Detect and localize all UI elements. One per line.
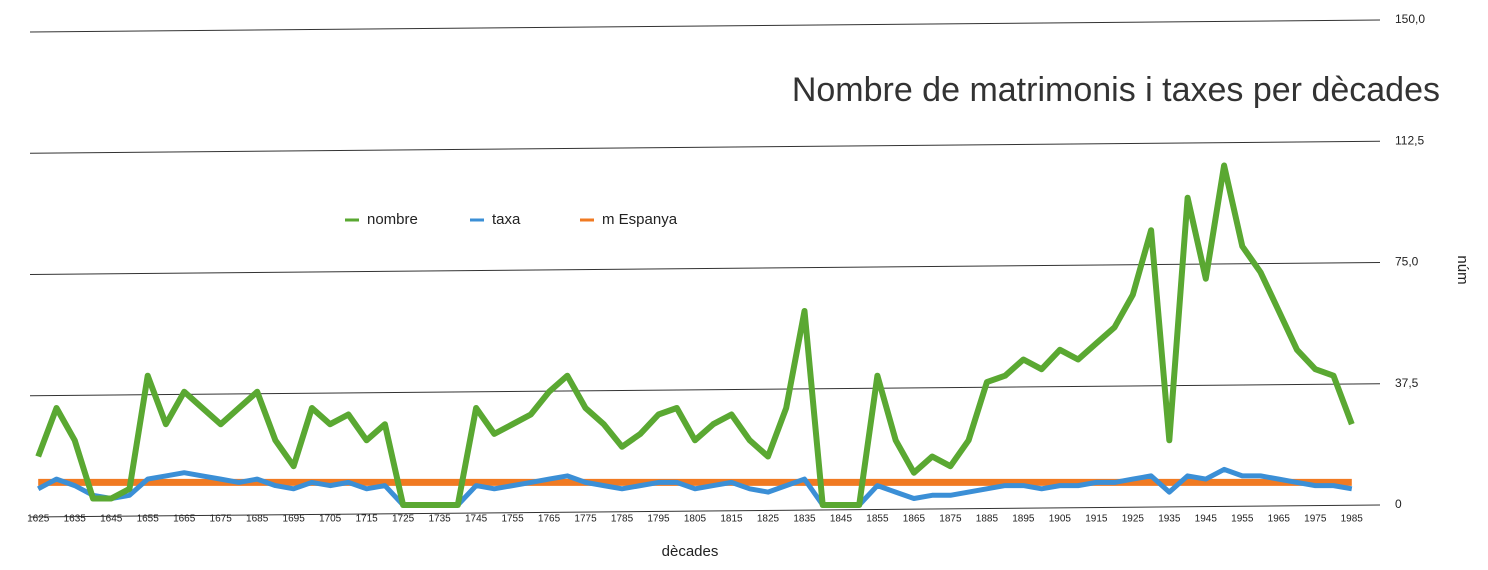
x-tick-label: 1865 (903, 514, 926, 525)
grid-line (29, 383, 1381, 397)
x-tick-label: 1735 (428, 514, 451, 525)
x-tick-label: 1955 (1231, 514, 1254, 525)
x-tick-label: 1755 (501, 514, 524, 525)
x-tick-label: 1655 (137, 514, 160, 525)
grid-line (29, 504, 1381, 518)
x-tick-label: 1705 (319, 514, 342, 525)
x-axis-label: dècades (662, 543, 719, 560)
x-tick-label: 1975 (1304, 514, 1327, 525)
x-tick-label: 1775 (574, 514, 597, 525)
x-tick-label: 1965 (1268, 514, 1291, 525)
x-tick-label: 1685 (246, 514, 269, 525)
x-tick-label: 1825 (757, 514, 780, 525)
x-tick-label: 1715 (355, 514, 378, 525)
legend-label: m Espanya (602, 211, 678, 228)
x-tick-label: 1785 (611, 514, 634, 525)
x-tick-label: 1905 (1049, 514, 1072, 525)
series-line (35, 162, 1355, 508)
x-tick-label: 1895 (1012, 514, 1035, 525)
y-tick-label: 150,0 (1395, 12, 1425, 26)
x-tick-label: 1855 (866, 514, 889, 525)
x-tick-label: 1695 (283, 514, 306, 525)
grid-line (29, 140, 1381, 154)
y-tick-label: 0 (1395, 497, 1402, 511)
x-tick-label: 1765 (538, 514, 561, 525)
x-tick-label: 1725 (392, 514, 415, 525)
x-tick-label: 1935 (1158, 514, 1181, 525)
legend-label: taxa (492, 211, 521, 228)
x-tick-label: 1745 (465, 514, 488, 525)
x-tick-label: 1815 (720, 514, 743, 525)
x-tick-label: 1635 (64, 514, 87, 525)
legend-label: nombre (367, 211, 418, 228)
x-tick-label: 1885 (976, 514, 999, 525)
x-tick-label: 1925 (1122, 514, 1145, 525)
x-tick-label: 1665 (173, 514, 196, 525)
x-tick-label: 1625 (27, 514, 50, 525)
y-tick-label: 75,0 (1395, 255, 1419, 269)
x-tick-label: 1875 (939, 514, 962, 525)
x-tick-label: 1805 (684, 514, 707, 525)
x-tick-label: 1915 (1085, 514, 1108, 525)
x-tick-label: 1645 (100, 514, 123, 525)
x-tick-label: 1835 (793, 514, 816, 525)
x-tick-label: 1845 (830, 514, 853, 525)
y-axis-label: núm (1454, 255, 1471, 284)
y-tick-label: 37,5 (1395, 376, 1419, 390)
series-line (37, 466, 1353, 508)
x-tick-label: 1675 (210, 514, 233, 525)
x-tick-label: 1945 (1195, 514, 1218, 525)
y-tick-label: 112,5 (1395, 133, 1424, 147)
chart-title: Nombre de matrimonis i taxes per dècades (792, 71, 1440, 109)
grid-line (29, 19, 1381, 33)
x-tick-label: 1795 (647, 514, 670, 525)
x-tick-label: 1985 (1341, 514, 1364, 525)
grid-line (29, 262, 1381, 275)
